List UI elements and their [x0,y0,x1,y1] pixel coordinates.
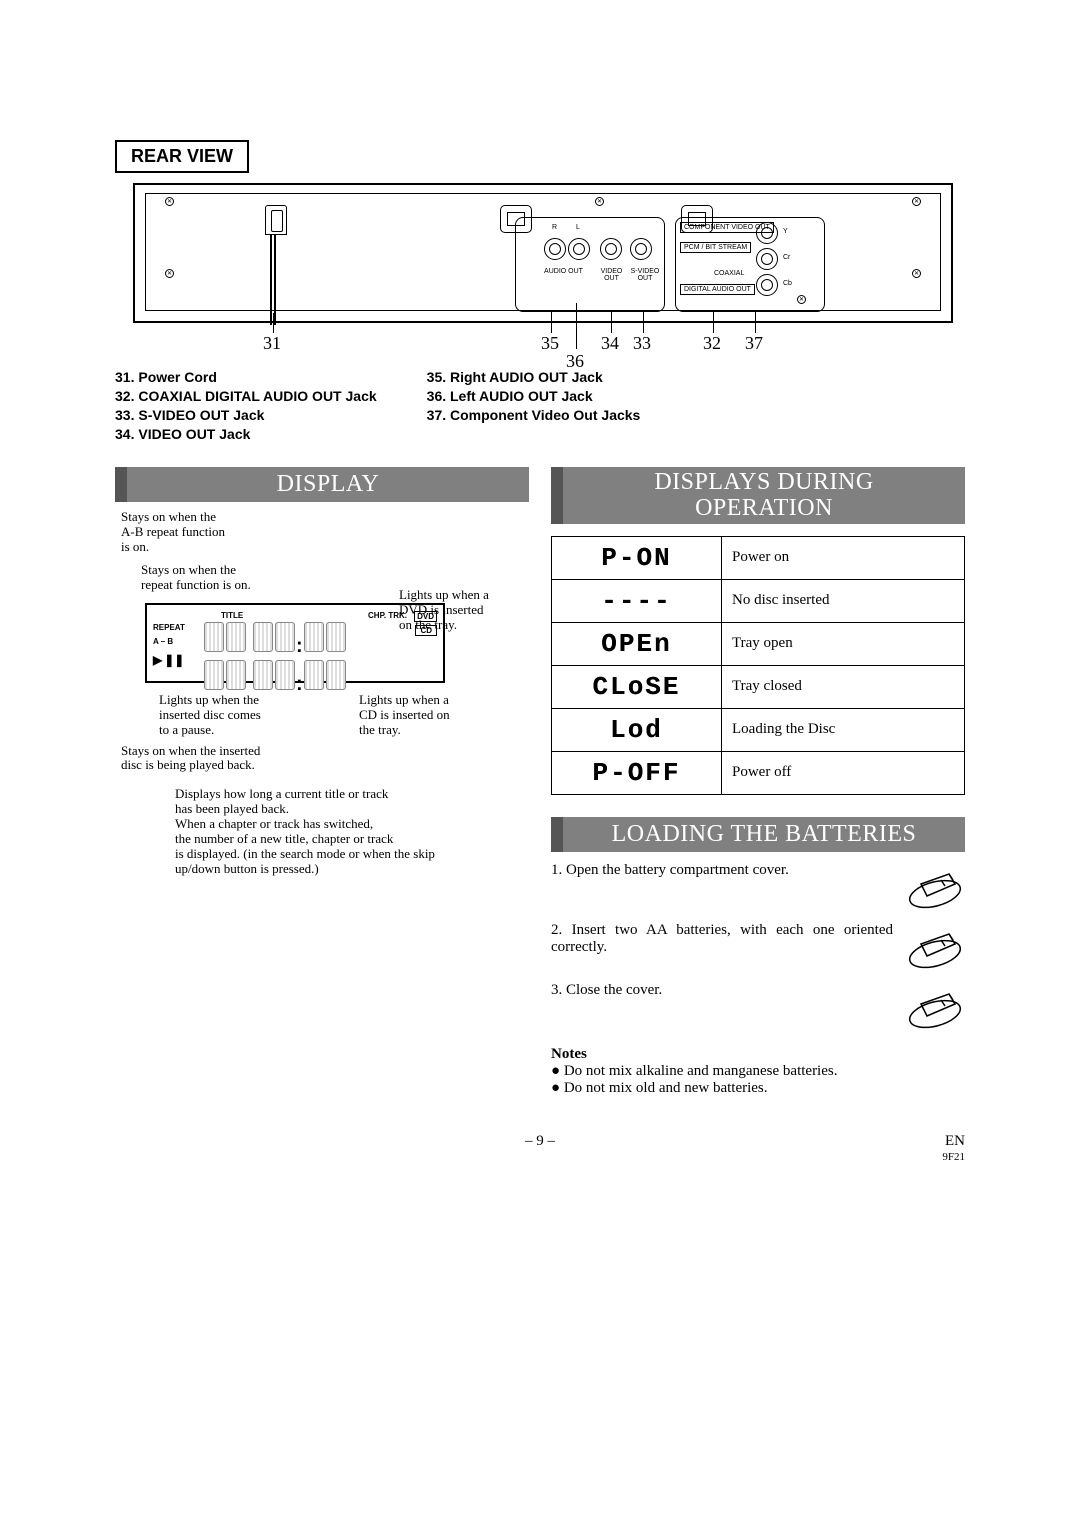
step-text: 2. Insert two AA batteries, with each on… [551,922,893,956]
table-row: P-ONPower on [552,536,965,579]
step-text: 3. Close the cover. [551,982,893,999]
legend-33: 33. S-VIDEO OUT Jack [115,407,377,423]
batteries-heading: LOADING THE BATTERIES [551,817,965,852]
during-operation-heading: DISPLAYS DURING OPERATION [551,467,965,524]
lbl-ab: A – B [153,637,173,646]
display-heading: DISPLAY [115,467,529,502]
notes-heading: Notes [551,1046,965,1063]
lbl-cd: CD [415,625,437,636]
seg-label: Tray closed [722,665,965,708]
pause-icon: ❚❚ [164,653,184,667]
table-row: LodLoading the Disc [552,708,965,751]
label-cr: Cr [783,254,790,261]
note-cd: Lights up when a CD is inserted on the t… [359,693,509,738]
table-row: P-OFFPower off [552,751,965,794]
label-y: Y [783,228,788,235]
label-digital-audio: DIGITAL AUDIO OUT [680,284,755,295]
rear-view-heading: REAR VIEW [115,140,249,173]
legend-37: 37. Component Video Out Jacks [427,407,641,423]
callout-36: 36 [566,351,584,372]
operation-table: P-ONPower on----No disc insertedOPEnTray… [551,536,965,795]
seg-display: P-ON [552,536,722,579]
battery-step: 3. Close the cover. [551,982,965,1032]
battery-step: 1. Open the battery compartment cover. [551,862,965,912]
legend-32: 32. COAXIAL DIGITAL AUDIO OUT Jack [115,388,377,404]
lbl-chptrk: CHP. TRK. [368,611,407,620]
lbl-repeat: REPEAT [153,623,185,632]
seg-label: Tray open [722,622,965,665]
note-item: Do not mix old and new batteries. [551,1080,965,1097]
seg-display: P-OFF [552,751,722,794]
seg-display: OPEn [552,622,722,665]
remote-icon [905,922,965,972]
callout-37: 37 [745,333,763,354]
seg-label: No disc inserted [722,579,965,622]
doc-code: 9F21 [942,1151,965,1163]
page-footer: – 9 – EN 9F21 [115,1133,965,1150]
play-icon: ▶ [153,653,162,667]
remote-icon [905,862,965,912]
legend-35: 35. Right AUDIO OUT Jack [427,369,641,385]
remote-icon [905,982,965,1032]
callout-34: 34 [601,333,619,354]
page-number: – 9 – [115,1133,965,1150]
seg-label: Loading the Disc [722,708,965,751]
label-svideo-out: S-VIDEO OUT [626,268,664,282]
power-cord [265,205,287,235]
note-item: Do not mix alkaline and manganese batter… [551,1063,965,1080]
step-text: 1. Open the battery compartment cover. [551,862,893,879]
callout-35: 35 [541,333,559,354]
callout-31: 31 [263,333,281,354]
seg-display: CLoSE [552,665,722,708]
lbl-dvd: DVD [414,611,437,622]
note-pause: Lights up when the inserted disc comes t… [159,693,309,738]
seg-display: Lod [552,708,722,751]
note-play: Stays on when the inserted disc is being… [121,744,529,774]
display-window: TITLE CHP. TRK. DVD CD REPEAT A – B ▶❚❚ … [145,603,445,683]
label-r: R [552,224,557,231]
legend-31: 31. Power Cord [115,369,377,385]
rear-panel-diagram: R L AUDIO OUT VIDEO OUT S-VIDEO OUT COMP… [115,183,965,363]
label-cb: Cb [783,280,792,287]
lang-code: EN [945,1133,965,1150]
table-row: ----No disc inserted [552,579,965,622]
note-time: Displays how long a current title or tra… [175,787,529,877]
rear-view-legend: 31. Power Cord 32. COAXIAL DIGITAL AUDIO… [115,369,965,445]
note-ab-repeat: Stays on when the A-B repeat function is… [121,510,529,555]
label-video-out: VIDEO OUT [594,268,629,282]
table-row: CLoSETray closed [552,665,965,708]
table-row: OPEnTray open [552,622,965,665]
label-audio-out: AUDIO OUT [536,268,591,275]
label-pcm: PCM / BIT STREAM [680,242,751,253]
legend-34: 34. VIDEO OUT Jack [115,426,377,442]
battery-step: 2. Insert two AA batteries, with each on… [551,922,965,972]
label-l: L [576,224,580,231]
lbl-title: TITLE [221,611,243,620]
legend-36: 36. Left AUDIO OUT Jack [427,388,641,404]
callout-32: 32 [703,333,721,354]
label-coaxial: COAXIAL [714,270,744,277]
seg-display: ---- [552,579,722,622]
display-section: DISPLAY Stays on when the A-B repeat fun… [115,445,529,877]
seg-label: Power off [722,751,965,794]
seg-label: Power on [722,536,965,579]
callout-33: 33 [633,333,651,354]
